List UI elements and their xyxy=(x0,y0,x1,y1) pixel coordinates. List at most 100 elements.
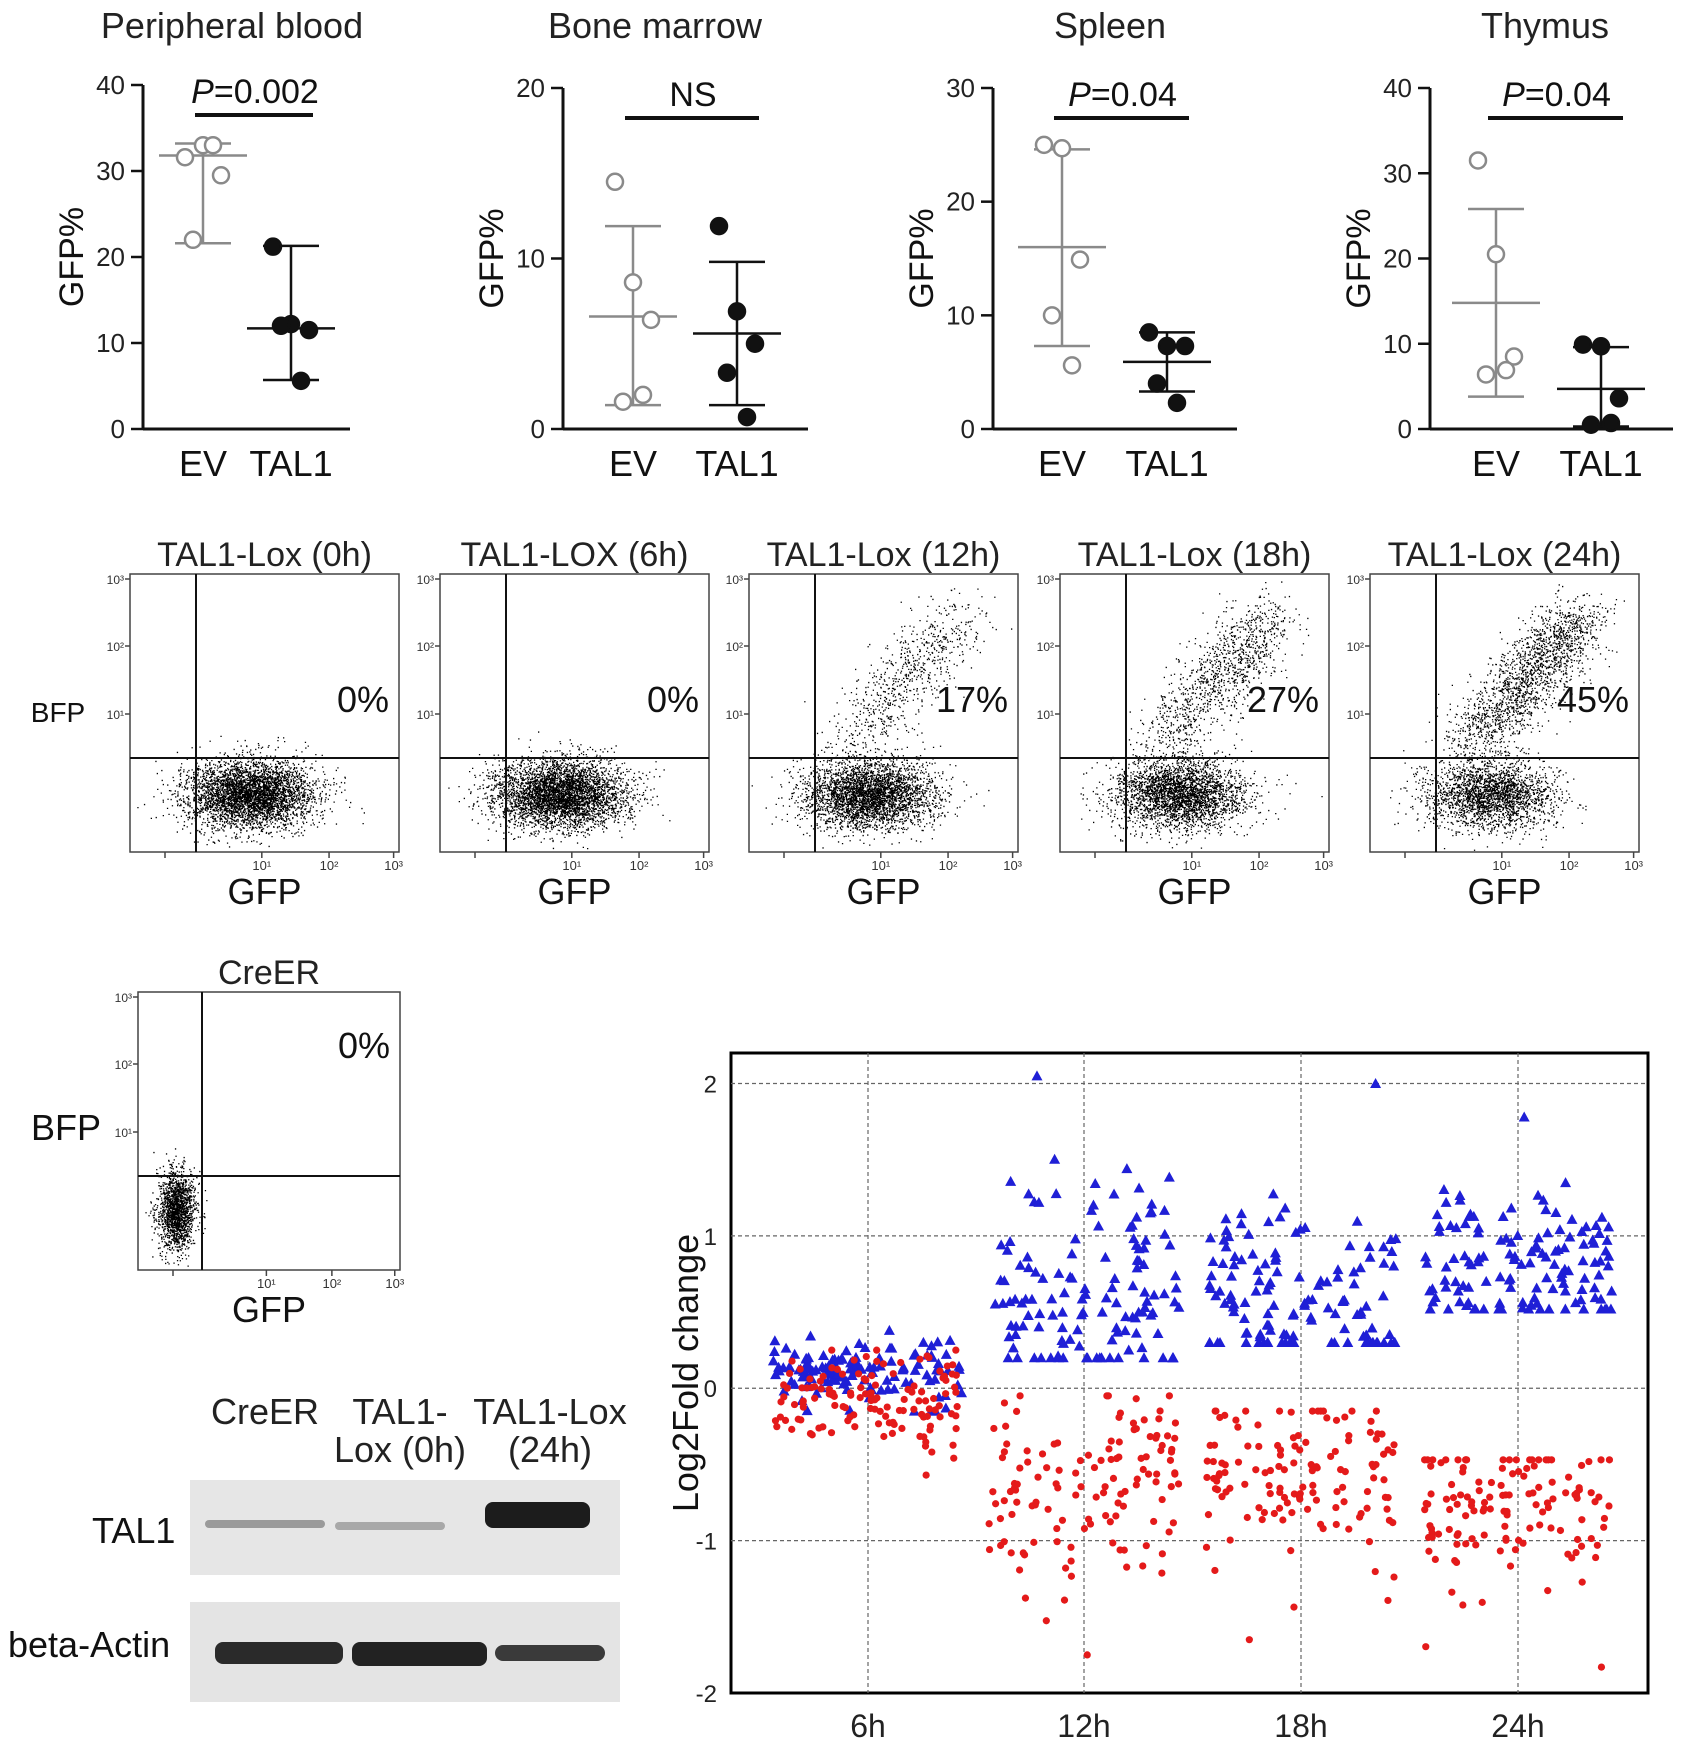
data-point-down xyxy=(1053,1524,1061,1533)
data-point-up xyxy=(1342,1337,1354,1348)
data-point-down xyxy=(998,1454,1007,1462)
x-tick-label: 10³ xyxy=(384,858,403,873)
data-point-down xyxy=(1578,1516,1586,1524)
data-point-down xyxy=(953,1403,961,1411)
y-tick-label: 10² xyxy=(1037,640,1054,654)
data-point-down xyxy=(950,1454,958,1462)
data-point-down xyxy=(1107,1455,1115,1464)
data-point-down xyxy=(1265,1481,1273,1490)
data-point-up xyxy=(1299,1222,1311,1233)
y-axis-label: GFP% xyxy=(903,208,941,308)
data-point-up xyxy=(1139,1286,1151,1297)
data-point-up xyxy=(1438,1183,1450,1194)
data-point-down xyxy=(1475,1478,1483,1486)
data-point-down xyxy=(1288,1509,1296,1517)
data-point xyxy=(1591,337,1611,356)
data-point-down xyxy=(1449,1494,1458,1502)
data-point-up xyxy=(1096,1306,1108,1317)
data-point-up xyxy=(1069,1233,1081,1244)
data-point-down xyxy=(908,1388,916,1396)
data-point-up xyxy=(1322,1302,1334,1313)
data-point-up xyxy=(1517,1296,1529,1307)
x-tick-label: 10² xyxy=(1250,858,1269,873)
data-point-down xyxy=(996,1515,1005,1523)
data-point-down xyxy=(871,1396,879,1404)
data-point-up xyxy=(1056,1306,1068,1317)
data-point-up xyxy=(1236,1254,1248,1265)
data-point-down xyxy=(1605,1502,1613,1510)
data-point-down xyxy=(838,1370,847,1378)
data-point-down xyxy=(880,1432,888,1441)
data-point-up xyxy=(1442,1303,1454,1314)
data-point-down xyxy=(1123,1563,1131,1571)
data-point-up xyxy=(1606,1285,1618,1296)
data-point-up xyxy=(1254,1331,1266,1342)
data-point-up xyxy=(1271,1266,1283,1277)
data-point-down xyxy=(910,1405,918,1413)
data-point-up xyxy=(1558,1242,1570,1253)
data-point-down xyxy=(1140,1416,1148,1424)
panel-title: Thymus xyxy=(1481,5,1609,46)
data-point-down xyxy=(1213,1477,1221,1485)
data-point-up xyxy=(844,1363,856,1374)
data-point-down xyxy=(1245,1636,1253,1644)
data-point-down xyxy=(1007,1549,1015,1557)
data-point-down xyxy=(1332,1503,1340,1512)
data-point-down xyxy=(1058,1516,1067,1524)
data-point-down xyxy=(1289,1434,1298,1442)
data-point-down xyxy=(1383,1505,1391,1513)
data-point-down xyxy=(1390,1573,1398,1581)
flow-title: TAL1-Lox (18h) xyxy=(1078,536,1312,574)
data-point-up xyxy=(1080,1288,1092,1299)
data-point-down xyxy=(1462,1540,1470,1548)
data-point-down xyxy=(1241,1480,1249,1488)
data-point-down xyxy=(1016,1464,1024,1472)
data-point-up xyxy=(1144,1207,1156,1218)
data-point-down xyxy=(985,1545,994,1554)
data-point xyxy=(203,135,223,155)
y-tick-label: 10³ xyxy=(417,573,434,587)
data-point-down xyxy=(952,1346,960,1354)
data-point-down xyxy=(922,1438,930,1446)
data-point-down xyxy=(790,1400,799,1409)
x-tick-label: 10³ xyxy=(1314,858,1333,873)
data-point-down xyxy=(1211,1485,1220,1493)
data-point-up xyxy=(1595,1293,1607,1304)
data-point-up xyxy=(1034,1308,1046,1319)
lane-label-line1: TAL1-Lox xyxy=(473,1391,627,1432)
data-point-up xyxy=(1378,1241,1390,1252)
data-point-down xyxy=(1055,1466,1063,1474)
data-point-down xyxy=(1119,1502,1127,1510)
data-point-down xyxy=(1605,1456,1614,1464)
data-point-up xyxy=(932,1358,944,1369)
lane-label-line1: TAL1- xyxy=(352,1391,448,1432)
data-point-up xyxy=(1004,1235,1016,1246)
data-point-down xyxy=(862,1376,870,1384)
data-point xyxy=(1504,347,1524,366)
data-point-up xyxy=(1288,1308,1300,1319)
data-point-down xyxy=(1099,1489,1108,1497)
data-point-up xyxy=(1433,1221,1445,1232)
data-point-up xyxy=(1367,1337,1379,1348)
data-point-up xyxy=(1047,1309,1059,1320)
data-point-down xyxy=(1572,1492,1581,1500)
data-point-down xyxy=(1528,1456,1536,1464)
data-point-down xyxy=(841,1404,849,1412)
x-tick-label: 10² xyxy=(630,858,649,873)
data-point-down xyxy=(1526,1524,1534,1532)
data-point-up xyxy=(1123,1344,1135,1355)
data-point-down xyxy=(1232,1416,1240,1424)
data-point-down xyxy=(1171,1434,1179,1442)
data-point-up xyxy=(767,1355,779,1366)
x-category-label: TAL1 xyxy=(249,443,332,484)
y-tick-label: 0 xyxy=(1398,414,1412,444)
data-point-down xyxy=(1309,1481,1317,1489)
data-point-down xyxy=(949,1441,957,1449)
data-point-up xyxy=(1120,1311,1132,1322)
data-point-up xyxy=(1218,1234,1230,1245)
significance-label: NS xyxy=(669,76,716,114)
data-point-down xyxy=(828,1364,836,1372)
data-point-up xyxy=(1500,1232,1512,1243)
data-point-up xyxy=(797,1371,809,1382)
x-tick-label: 10³ xyxy=(694,858,713,873)
